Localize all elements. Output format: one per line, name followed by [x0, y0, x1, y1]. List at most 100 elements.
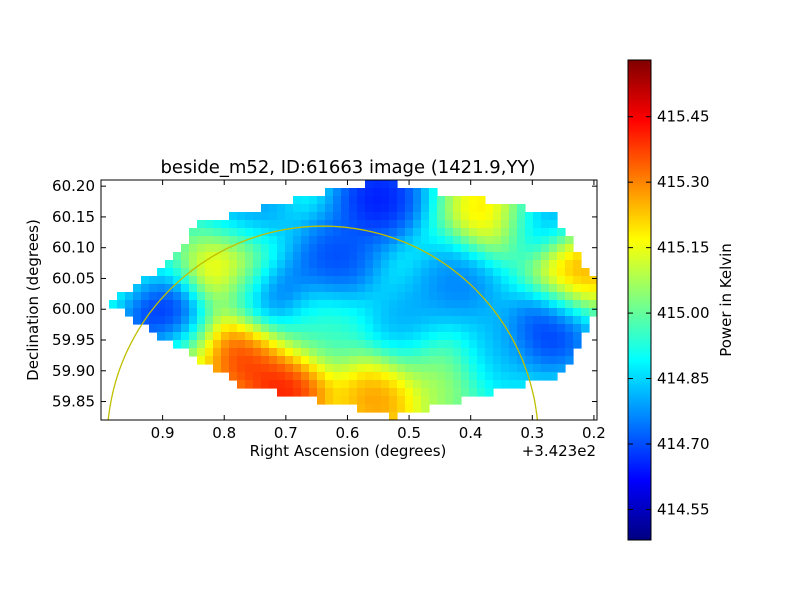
- heatmap-cell: [461, 284, 470, 293]
- heatmap-cell: [381, 396, 390, 405]
- heatmap-cell: [525, 292, 534, 301]
- heatmap-cell: [397, 372, 406, 381]
- heatmap-cell: [445, 324, 454, 333]
- heatmap-cell: [565, 300, 574, 309]
- heatmap-cell: [213, 244, 222, 253]
- heatmap-cell: [277, 332, 286, 341]
- heatmap-cell: [245, 380, 254, 389]
- heatmap-cell: [389, 196, 398, 205]
- heatmap-cell: [581, 308, 590, 317]
- heatmap-cell: [341, 252, 350, 261]
- heatmap-cell: [317, 228, 326, 237]
- heatmap-cell: [557, 300, 566, 309]
- heatmap-cell: [445, 276, 454, 285]
- heatmap-cell: [189, 340, 198, 349]
- heatmap-cell: [445, 364, 454, 373]
- y-tick-label: 60.20: [52, 177, 95, 195]
- heatmap-cell: [445, 252, 454, 261]
- heatmap-cell: [549, 372, 558, 381]
- heatmap-cell: [589, 292, 597, 301]
- heatmap-cell: [445, 228, 454, 237]
- heatmap-cell: [341, 236, 350, 245]
- heatmap-cell: [381, 204, 390, 213]
- heatmap-cell: [437, 212, 446, 221]
- heatmap-cell: [565, 348, 574, 357]
- heatmap-cell: [421, 404, 430, 413]
- heatmap-cell: [437, 228, 446, 237]
- heatmap-cell: [397, 188, 406, 197]
- heatmap-cell: [237, 316, 246, 325]
- heatmap-cell: [501, 356, 510, 365]
- heatmap-cell: [349, 228, 358, 237]
- heatmap-cell: [285, 340, 294, 349]
- heatmap-cell: [565, 244, 574, 253]
- heatmap-cell: [285, 252, 294, 261]
- heatmap-cell: [229, 292, 238, 301]
- heatmap-cell: [437, 388, 446, 397]
- heatmap-cell: [349, 348, 358, 357]
- heatmap-cell: [429, 380, 438, 389]
- heatmap-cell: [285, 308, 294, 317]
- heatmap-cell: [237, 268, 246, 277]
- heatmap-cell: [301, 340, 310, 349]
- heatmap-cell: [333, 308, 342, 317]
- x-axis-ticks: 0.9 0.8 0.7 0.6 0.5 0.4 0.3 0.2: [151, 180, 606, 442]
- heatmap-cell: [333, 388, 342, 397]
- heatmap-cell: [477, 340, 486, 349]
- heatmap-cell: [421, 276, 430, 285]
- heatmap-cell: [181, 340, 190, 349]
- heatmap-cell: [557, 348, 566, 357]
- heatmap-cell: [269, 380, 278, 389]
- heatmap-cell: [477, 332, 486, 341]
- heatmap-cell: [149, 316, 158, 325]
- heatmap-cell: [229, 332, 238, 341]
- heatmap-cell: [445, 260, 454, 269]
- heatmap-cell: [221, 244, 230, 253]
- heatmap-cell: [325, 324, 334, 333]
- heatmap-cell: [389, 356, 398, 365]
- heatmap-cell: [501, 292, 510, 301]
- heatmap-cell: [333, 212, 342, 221]
- heatmap-cell: [421, 364, 430, 373]
- heatmap-cell: [229, 308, 238, 317]
- heatmap-cell: [237, 236, 246, 245]
- heatmap-cell: [549, 228, 558, 237]
- heatmap-cell: [421, 204, 430, 213]
- heatmap-cell: [365, 260, 374, 269]
- heatmap-cell: [221, 292, 230, 301]
- heatmap-cell: [341, 212, 350, 221]
- heatmap-cell: [261, 356, 270, 365]
- heatmap-cell: [269, 340, 278, 349]
- heatmap-cell: [229, 348, 238, 357]
- heatmap-cell: [517, 300, 526, 309]
- heatmap-cell: [349, 220, 358, 229]
- heatmap-cell: [445, 308, 454, 317]
- heatmap-cell: [517, 356, 526, 365]
- heatmap-cell: [333, 188, 342, 197]
- heatmap-cell: [533, 252, 542, 261]
- heatmap-cell: [341, 372, 350, 381]
- heatmap-cell: [269, 212, 278, 221]
- heatmap-cell: [197, 348, 206, 357]
- heatmap-cell: [485, 348, 494, 357]
- heatmap-cell: [437, 332, 446, 341]
- heatmap-cell: [325, 260, 334, 269]
- heatmap-cell: [373, 268, 382, 277]
- heatmap-cell: [509, 348, 518, 357]
- heatmap-cell: [533, 284, 542, 293]
- heatmap-cell: [405, 244, 414, 253]
- heatmap-cell: [181, 284, 190, 293]
- heatmap-cell: [301, 204, 310, 213]
- heatmap-cell: [421, 348, 430, 357]
- heatmap-cell: [245, 212, 254, 221]
- heatmap-cell: [445, 372, 454, 381]
- heatmap-cell: [429, 284, 438, 293]
- heatmap-cell: [197, 228, 206, 237]
- heatmap-cell: [189, 284, 198, 293]
- heatmap-cell: [445, 388, 454, 397]
- heatmap-cell: [277, 316, 286, 325]
- heatmap-cell: [309, 276, 318, 285]
- heatmap-cell: [277, 204, 286, 213]
- heatmap-cell: [221, 268, 230, 277]
- heatmap-cell: [373, 244, 382, 253]
